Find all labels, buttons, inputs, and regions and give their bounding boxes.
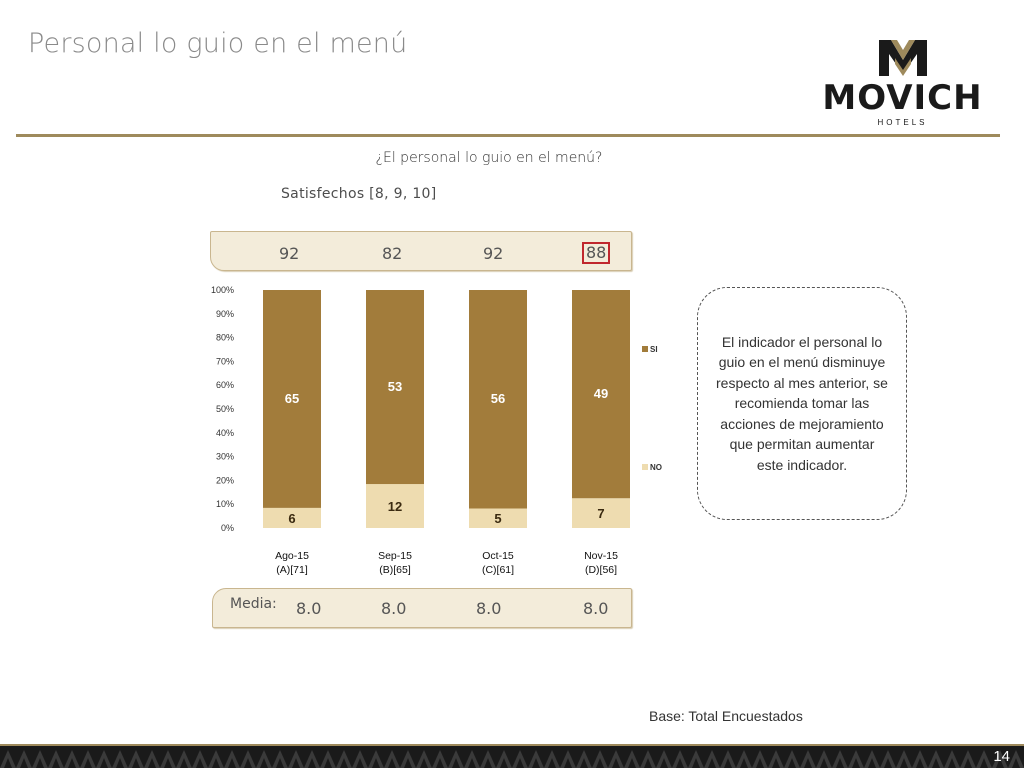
data-label-si: 49: [594, 386, 608, 401]
satisfied-band: [210, 231, 632, 271]
page-number: 14: [993, 748, 1010, 765]
data-label-si: 53: [388, 379, 402, 394]
x-category-label: Nov-15: [584, 550, 618, 562]
y-tick-label: 10%: [216, 499, 234, 509]
page-title: Personal lo guio en el menú: [28, 28, 408, 59]
bar-segment-no: [469, 508, 527, 528]
title-divider: [16, 134, 1000, 137]
footer-rule: [0, 744, 1024, 746]
satisfied-value-highlighted: 88: [582, 242, 611, 264]
data-label-si: 65: [285, 391, 299, 406]
data-label-no: 7: [597, 506, 604, 521]
bar-segment-si: [263, 290, 321, 508]
media-value: 8.0: [381, 599, 407, 618]
x-category-label: (B)[65]: [379, 564, 411, 576]
y-tick-label: 30%: [216, 452, 234, 462]
logo-wordmark: MOVICH: [822, 78, 983, 118]
y-tick-label: 80%: [216, 333, 234, 343]
x-category-label: Ago-15: [275, 550, 309, 562]
insight-note: El indicador el personal lo guio en el m…: [697, 287, 907, 520]
x-category-label: (D)[56]: [585, 564, 617, 576]
x-category-label: Oct-15: [482, 550, 514, 562]
data-label-si: 56: [491, 391, 505, 406]
footer-pattern: [0, 744, 1024, 768]
y-tick-label: 20%: [216, 475, 234, 485]
x-category-label: (A)[71]: [276, 564, 308, 576]
y-tick-label: 0%: [221, 523, 234, 533]
movich-logo-icon: [879, 40, 927, 76]
x-category-label: (C)[61]: [482, 564, 514, 576]
base-footnote: Base: Total Encuestados: [649, 708, 803, 724]
bar-segment-no: [263, 507, 321, 528]
insight-note-text: El indicador el personal lo guio en el m…: [716, 333, 888, 473]
data-label-no: 6: [288, 511, 295, 526]
media-label: Media:: [230, 596, 277, 612]
media-value: 8.0: [296, 599, 322, 618]
bar-segment-si: [572, 290, 630, 499]
legend-label-si: SI: [650, 345, 658, 354]
data-label-no: 12: [388, 499, 402, 514]
question-text: ¿El personal lo guio en el menú?: [375, 150, 603, 166]
data-label-no: 5: [494, 511, 501, 526]
y-tick-label: 60%: [216, 380, 234, 390]
satisfied-value: 92: [483, 244, 504, 263]
legend-swatch-no: [642, 464, 648, 470]
logo-subtitle: HOTELS: [877, 118, 928, 127]
bar-segment-no: [366, 484, 424, 528]
media-value: 8.0: [583, 599, 609, 618]
bar-segment-si: [469, 290, 527, 509]
x-category-label: Sep-15: [378, 550, 412, 562]
media-value: 8.0: [476, 599, 502, 618]
y-tick-label: 50%: [216, 404, 234, 414]
y-tick-label: 90%: [216, 309, 234, 319]
bar-segment-no: [572, 498, 630, 528]
satisfied-label: Satisfechos [8, 9, 10]: [281, 186, 437, 202]
bar-segment-si: [366, 290, 424, 485]
footer-band: [0, 744, 1024, 768]
legend-swatch-si: [642, 346, 648, 352]
y-tick-label: 40%: [216, 428, 234, 438]
satisfied-value: 92: [279, 244, 300, 263]
y-tick-label: 70%: [216, 356, 234, 366]
legend-label-no: NO: [650, 463, 662, 472]
media-band: [212, 588, 632, 628]
movich-logo: MOVICH HOTELS: [815, 38, 990, 127]
y-tick-label: 100%: [211, 285, 234, 295]
satisfied-value: 82: [382, 244, 403, 263]
